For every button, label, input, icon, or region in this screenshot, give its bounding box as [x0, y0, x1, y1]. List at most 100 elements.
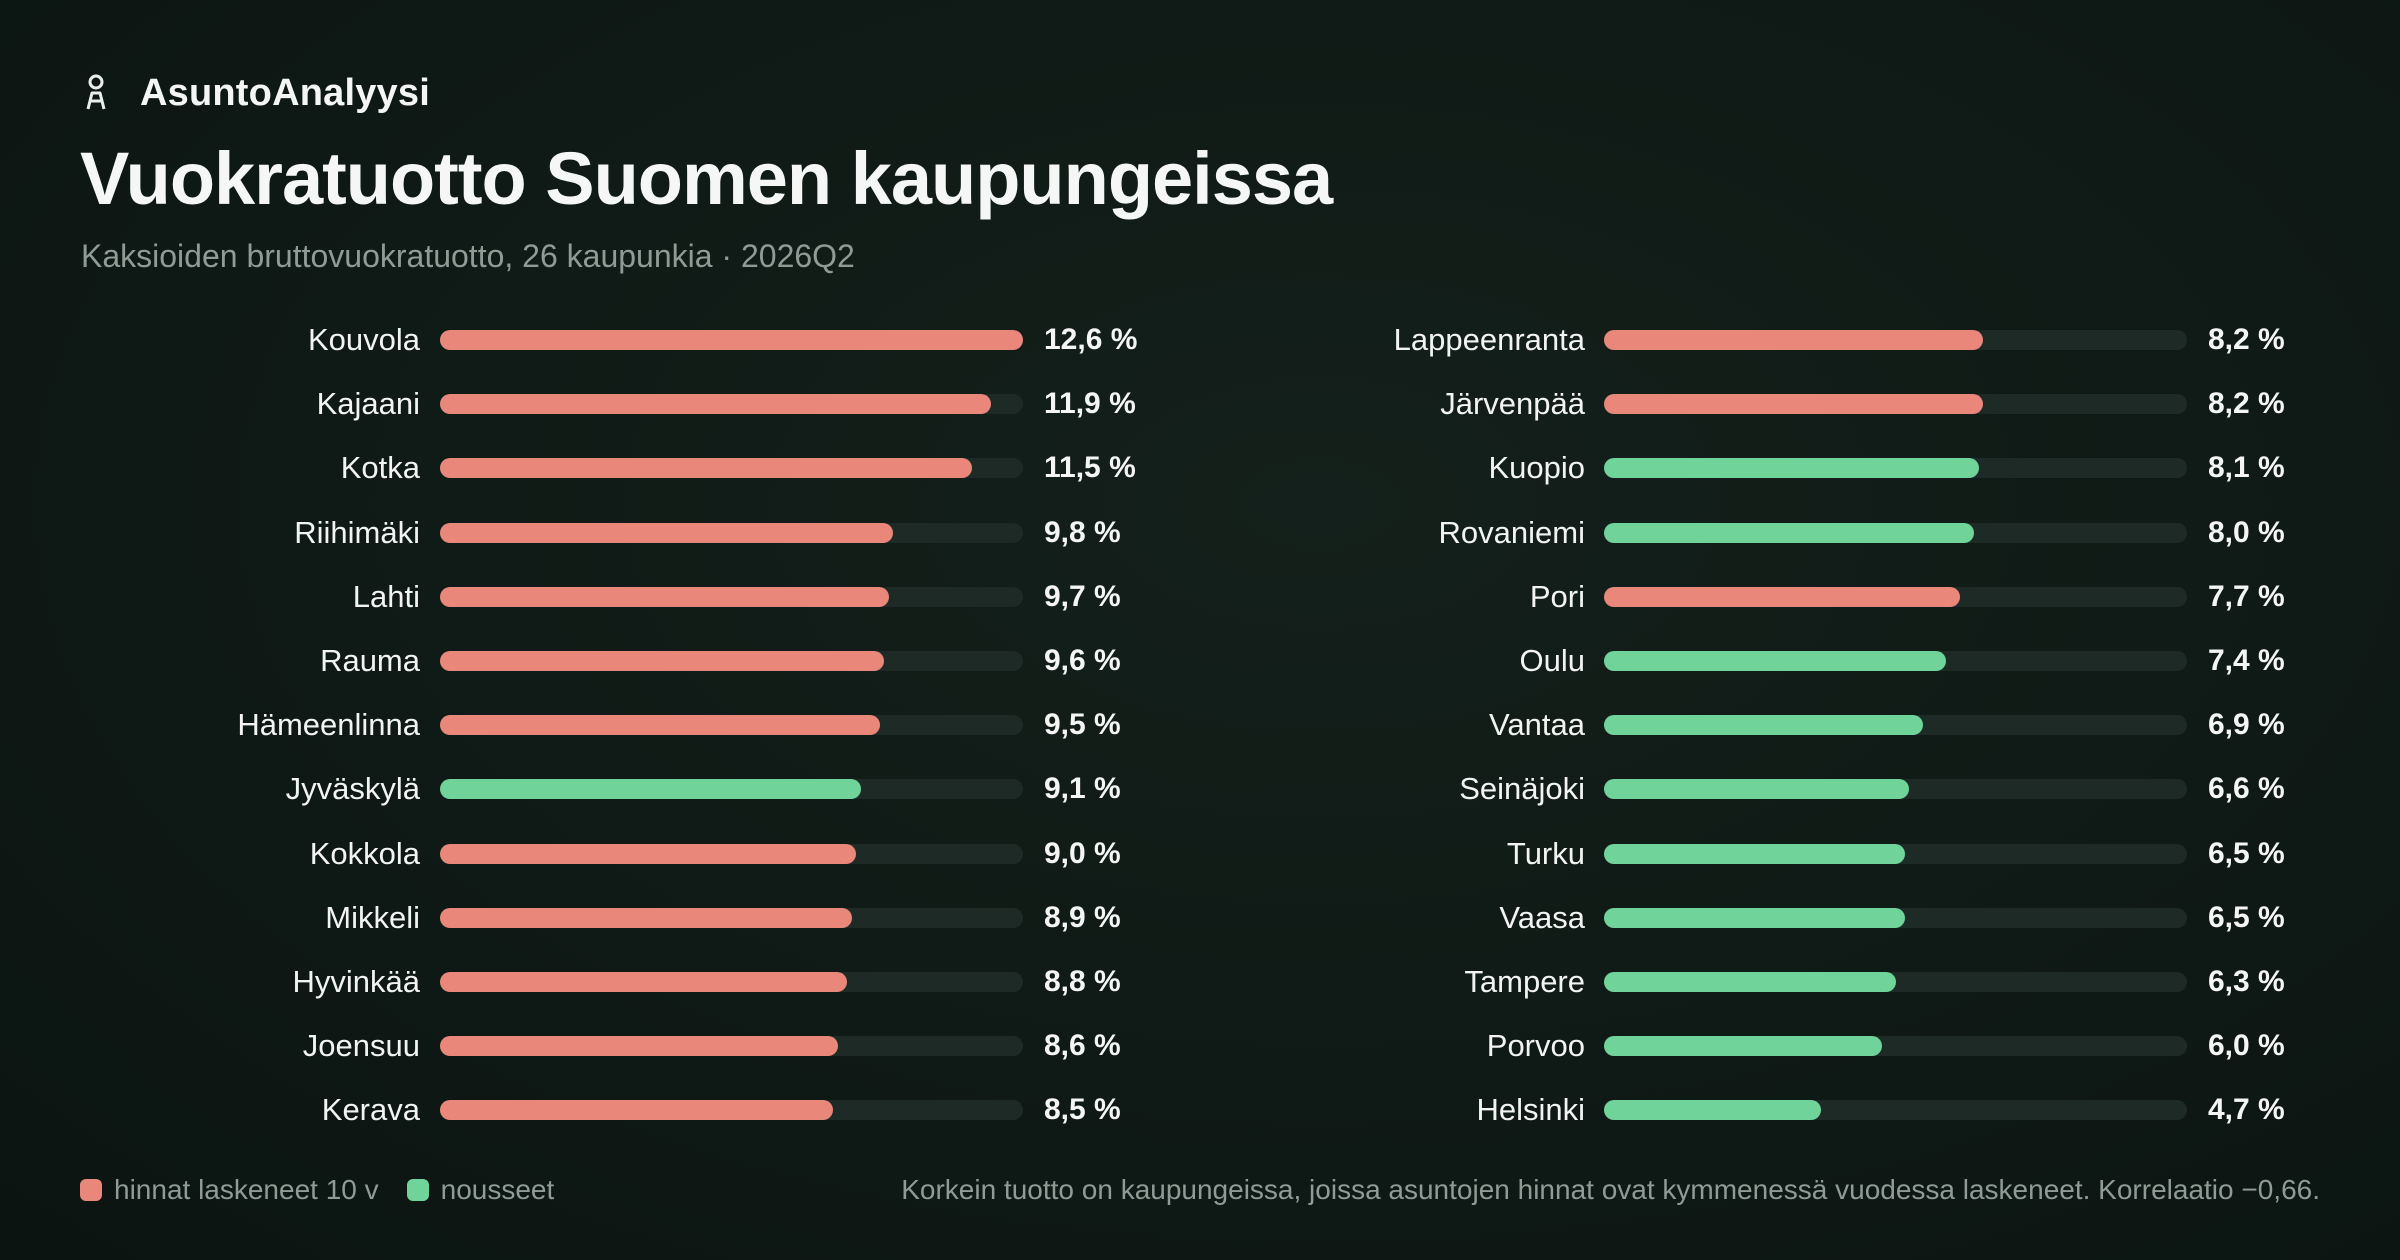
bar-track	[1604, 843, 2187, 864]
bar-value-label: 9,5 %	[1044, 708, 1121, 742]
bar-row-hyvinkää: Hyvinkää 8,8 %	[0, 962, 1184, 1002]
bar-track	[1604, 715, 2187, 736]
bar-value-label: 9,7 %	[1044, 579, 1121, 613]
bar	[1604, 1036, 1882, 1057]
bar	[440, 1100, 834, 1121]
bar	[440, 330, 1023, 350]
bar-row-hämeenlinna: Hämeenlinna 9,5 %	[0, 705, 1184, 745]
brand-name: AsuntoAnalyysi	[140, 71, 430, 114]
bar	[440, 1036, 838, 1057]
bar-row-mikkeli: Mikkeli 8,9 %	[0, 898, 1184, 938]
bar-value-label: 4,7 %	[2208, 1093, 2285, 1127]
legend-item-down: hinnat laskeneet 10 v	[80, 1174, 379, 1206]
bar	[440, 522, 894, 543]
bar	[440, 779, 862, 800]
bar-label: Mikkeli	[325, 899, 420, 935]
bar-track	[440, 907, 1023, 928]
bar	[1604, 586, 1961, 607]
bar-row-tampere: Tampere 6,3 %	[0, 962, 2348, 1002]
bar-label: Seinäjoki	[1459, 771, 1585, 807]
chart-subtitle: Kaksioiden bruttovuokratuotto, 26 kaupun…	[81, 238, 855, 274]
bar-label: Lahti	[352, 578, 420, 614]
bar-label: Oulu	[1519, 643, 1585, 678]
bar-value-label: 9,1 %	[1044, 772, 1121, 806]
bar	[1604, 522, 1975, 543]
bar-label: Turku	[1506, 835, 1585, 871]
bar-track	[1604, 651, 2187, 671]
bar-track	[440, 522, 1023, 543]
bar-value-label: 9,6 %	[1044, 644, 1121, 677]
bar-value-label: 6,5 %	[2208, 900, 2285, 934]
bar	[1604, 972, 1896, 992]
bar-row-lappeenranta: Lappeenranta 8,2 %	[0, 320, 2348, 360]
bar-label: Hyvinkää	[292, 964, 421, 999]
bar-value-label: 8,0 %	[2208, 515, 2285, 549]
bar	[440, 972, 848, 992]
bar-row-porvoo: Porvoo 6,0 %	[0, 1026, 2348, 1066]
bar-value-label: 11,9 %	[1044, 387, 1136, 421]
bar	[440, 458, 973, 479]
bar	[1604, 394, 1984, 415]
bar-value-label: 8,5 %	[1044, 1093, 1121, 1127]
bar	[1604, 715, 1924, 736]
bar	[1604, 907, 1905, 928]
bar-value-label: 7,4 %	[2208, 644, 2285, 677]
bar	[440, 394, 991, 415]
bar-label: Kajaani	[316, 386, 420, 422]
bar-track	[1604, 972, 2187, 992]
bar-label: Lappeenranta	[1393, 322, 1585, 357]
bar-label: Joensuu	[302, 1028, 420, 1064]
bar-track	[440, 651, 1023, 671]
legend: hinnat laskeneet 10 v nousseet	[80, 1172, 582, 1208]
bar-label: Tampere	[1464, 964, 1585, 999]
brand: AsuntoAnalyysi	[80, 68, 430, 118]
bar-track	[440, 779, 1023, 800]
bar-row-rauma: Rauma 9,6 %	[0, 641, 1184, 681]
bar	[440, 843, 857, 864]
bar-label: Riihimäki	[294, 514, 420, 550]
bar-label: Jyväskylä	[285, 771, 420, 807]
bar-label: Helsinki	[1476, 1092, 1585, 1128]
bar-track	[1604, 907, 2187, 928]
bar-row-vaasa: Vaasa 6,5 %	[0, 898, 2348, 938]
bar-track	[1604, 522, 2187, 543]
bar	[1604, 843, 1905, 864]
bar-label: Pori	[1529, 578, 1585, 614]
footnote: Korkein tuotto on kaupungeissa, joissa a…	[901, 1174, 2320, 1205]
bar-value-label: 6,5 %	[2208, 836, 2285, 870]
bar	[440, 715, 880, 736]
bar-row-lahti: Lahti 9,7 %	[0, 577, 1184, 617]
bar-label: Hämeenlinna	[237, 707, 420, 743]
bar-value-label: 6,6 %	[2208, 772, 2285, 806]
bar-track	[1604, 394, 2187, 415]
bar-track	[1604, 1036, 2187, 1057]
bar-value-label: 8,6 %	[1044, 1029, 1121, 1063]
bar-row-järvenpää: Järvenpää 8,2 %	[0, 384, 2348, 424]
bar-track	[1604, 1100, 2187, 1121]
bar-track	[440, 715, 1023, 736]
bar	[440, 651, 885, 671]
bar-label: Kuopio	[1488, 450, 1585, 486]
chart-title: Vuokratuotto Suomen kaupungeissa	[80, 137, 1333, 220]
bar-track	[440, 1036, 1023, 1057]
legend-swatch-up	[406, 1179, 429, 1201]
bar-track	[1604, 779, 2187, 800]
bar-value-label: 7,7 %	[2208, 579, 2285, 613]
bar-label: Järvenpää	[1440, 386, 1585, 422]
bar-row-riihimäki: Riihimäki 9,8 %	[0, 513, 1184, 553]
bar-row-kajaani: Kajaani 11,9 %	[0, 384, 1184, 424]
bar-track	[440, 1100, 1023, 1121]
bar-value-label: 6,9 %	[2208, 708, 2285, 742]
bar-value-label: 9,0 %	[1044, 836, 1121, 870]
bar-label: Kotka	[340, 450, 420, 486]
bar-track	[440, 394, 1023, 415]
bar-row-oulu: Oulu 7,4 %	[0, 641, 2348, 681]
bar-row-kuopio: Kuopio 8,1 %	[0, 448, 2348, 488]
bar	[1604, 1100, 1822, 1121]
bar-label: Vantaa	[1489, 707, 1585, 743]
bar-row-turku: Turku 6,5 %	[0, 834, 2348, 874]
legend-label-up: nousseet	[440, 1174, 555, 1205]
legend-swatch-down	[80, 1179, 102, 1201]
bar	[440, 907, 852, 928]
bar	[1604, 458, 1979, 479]
